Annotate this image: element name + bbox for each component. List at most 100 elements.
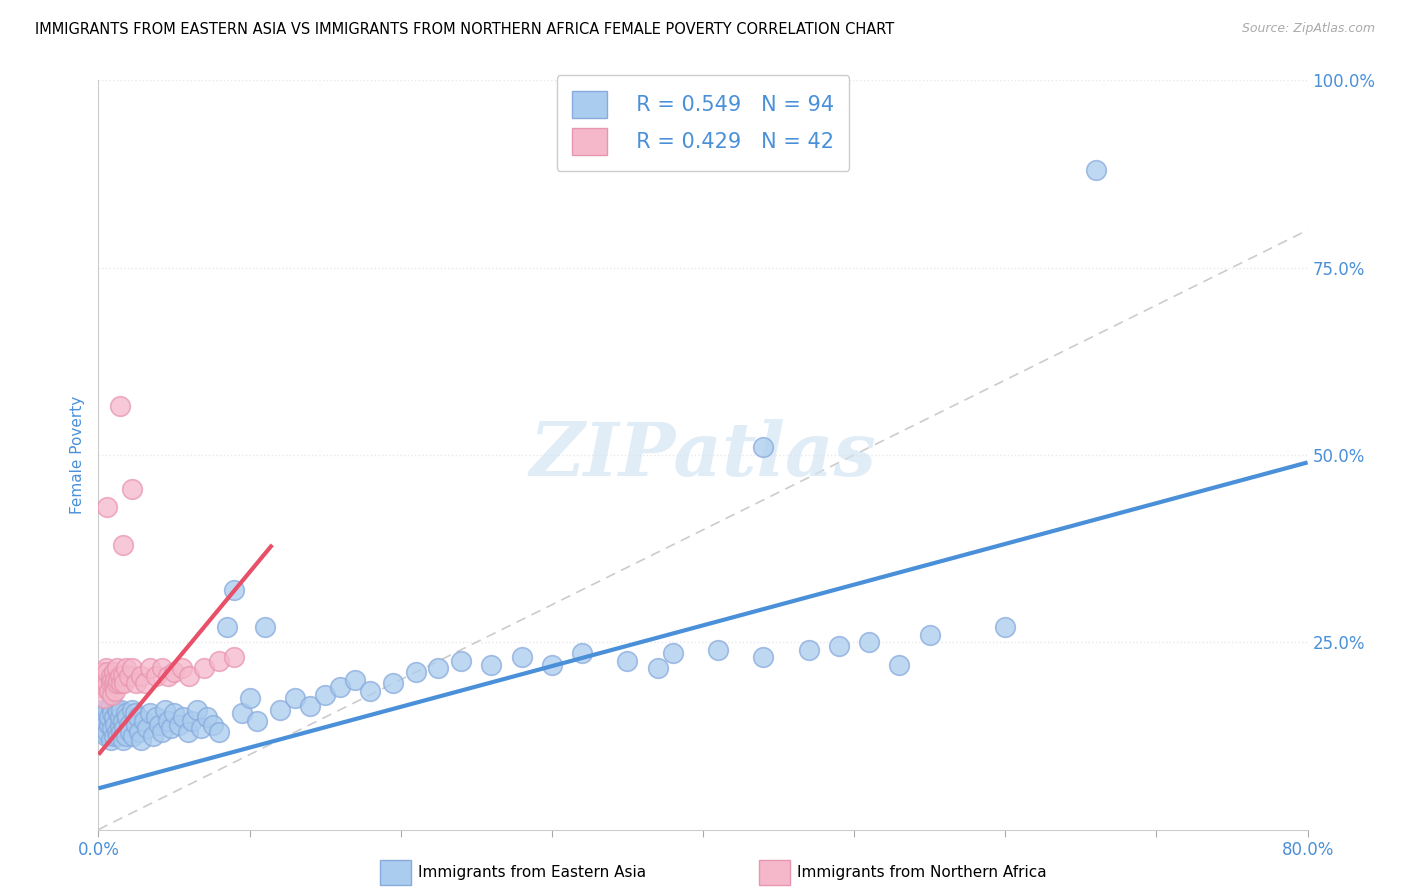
Point — [110, 676, 132, 690]
Point — [121, 703, 143, 717]
Point — [103, 729, 125, 743]
Point — [114, 706, 136, 721]
Point — [616, 654, 638, 668]
Point — [91, 703, 114, 717]
Point — [96, 703, 118, 717]
Point — [156, 669, 179, 683]
Point — [110, 703, 132, 717]
Point — [481, 657, 503, 672]
Point — [110, 725, 132, 739]
Point — [858, 635, 880, 649]
Point — [94, 661, 117, 675]
Legend:   R = 0.549   N = 94,   R = 0.429   N = 42: R = 0.549 N = 94, R = 0.429 N = 42 — [557, 75, 849, 171]
Point — [111, 538, 134, 552]
Point — [105, 703, 128, 717]
Point — [707, 642, 730, 657]
Point — [90, 680, 112, 694]
Point — [98, 717, 121, 731]
Point — [112, 722, 135, 736]
Point — [427, 661, 450, 675]
Point — [111, 732, 134, 747]
Point — [105, 725, 128, 739]
Y-axis label: Female Poverty: Female Poverty — [70, 396, 86, 514]
Point — [103, 676, 125, 690]
Point — [647, 661, 669, 675]
Point — [100, 698, 122, 713]
Point — [129, 669, 152, 683]
Point — [284, 691, 307, 706]
Text: ZIPatlas: ZIPatlas — [530, 418, 876, 491]
Point — [107, 673, 129, 687]
Point — [148, 717, 170, 731]
Point — [181, 714, 204, 728]
Point — [145, 710, 167, 724]
Point — [360, 684, 382, 698]
Point — [170, 661, 193, 675]
Point — [103, 710, 125, 724]
Point — [156, 714, 179, 728]
Point — [105, 676, 128, 690]
Point — [139, 706, 162, 721]
Point — [103, 665, 125, 680]
Point — [889, 657, 911, 672]
Point — [246, 714, 269, 728]
Point — [121, 482, 143, 496]
Point — [224, 582, 246, 597]
Point — [299, 698, 322, 713]
Point — [107, 706, 129, 721]
Point — [104, 717, 127, 731]
Point — [269, 703, 291, 717]
Point — [1085, 163, 1108, 178]
Point — [179, 669, 201, 683]
Point — [239, 691, 262, 706]
Point — [93, 691, 115, 706]
Point — [190, 722, 212, 736]
Point — [94, 706, 117, 721]
Point — [125, 676, 148, 690]
Point — [120, 725, 142, 739]
Point — [405, 665, 427, 680]
Point — [107, 729, 129, 743]
Point — [571, 647, 593, 661]
Point — [112, 676, 135, 690]
Point — [124, 706, 146, 721]
Point — [96, 665, 118, 680]
Point — [382, 676, 405, 690]
Point — [752, 441, 775, 455]
Text: Immigrants from Northern Africa: Immigrants from Northern Africa — [797, 865, 1047, 880]
Point — [224, 650, 246, 665]
Point — [100, 676, 122, 690]
Point — [153, 703, 176, 717]
Point — [111, 669, 134, 683]
Point — [101, 688, 124, 702]
Point — [176, 725, 198, 739]
Point — [98, 710, 121, 724]
Point — [752, 650, 775, 665]
Point — [994, 620, 1017, 634]
Point — [215, 620, 238, 634]
Point — [100, 669, 122, 683]
Point — [186, 703, 208, 717]
Point — [98, 684, 121, 698]
Point — [108, 710, 131, 724]
Point — [132, 714, 155, 728]
Point — [661, 647, 683, 661]
Point — [114, 661, 136, 675]
Point — [253, 620, 276, 634]
Point — [91, 725, 114, 739]
Point — [90, 714, 112, 728]
Point — [105, 661, 128, 675]
Point — [167, 717, 190, 731]
Point — [150, 661, 173, 675]
Point — [94, 680, 117, 694]
Text: IMMIGRANTS FROM EASTERN ASIA VS IMMIGRANTS FROM NORTHERN AFRICA FEMALE POVERTY C: IMMIGRANTS FROM EASTERN ASIA VS IMMIGRAN… — [35, 22, 894, 37]
Point — [96, 725, 118, 739]
Point — [96, 500, 118, 515]
Point — [142, 729, 165, 743]
Point — [104, 673, 127, 687]
Text: Source: ZipAtlas.com: Source: ZipAtlas.com — [1241, 22, 1375, 36]
Point — [111, 714, 134, 728]
Point — [122, 729, 145, 743]
Point — [127, 710, 149, 724]
Point — [118, 717, 141, 731]
